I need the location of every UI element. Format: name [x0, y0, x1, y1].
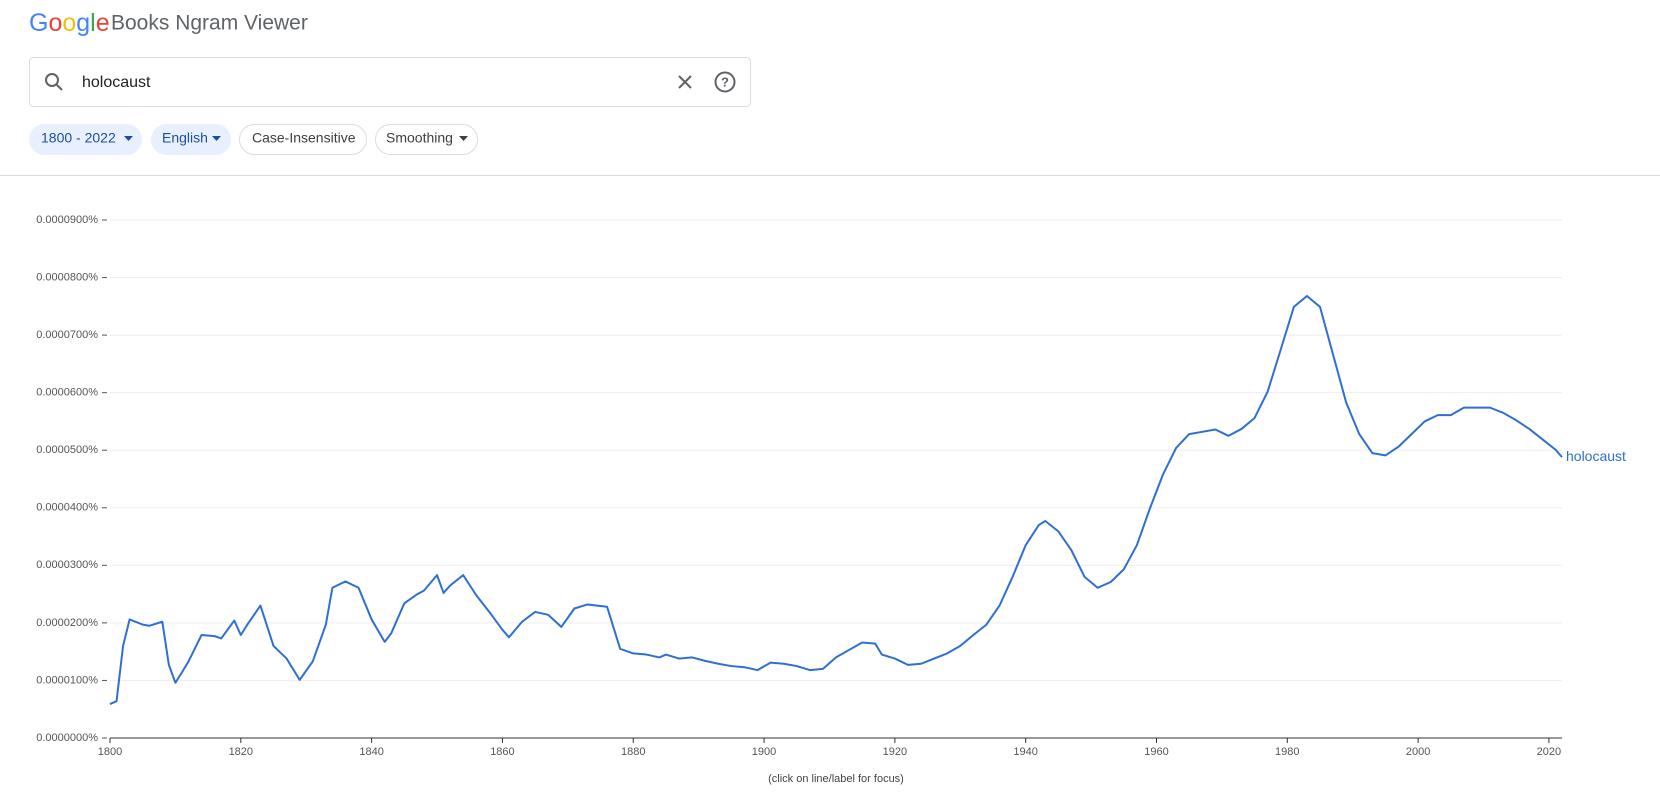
dropdown-arrow: [124, 136, 133, 141]
help-button[interactable]: ?: [714, 71, 736, 93]
x-tick-label: 1960: [1144, 746, 1168, 758]
series-label: holocaust: [1566, 448, 1626, 464]
dropdown-arrow: [459, 136, 468, 141]
y-tick-label: 0.0000700%: [36, 329, 98, 341]
search-icon: [45, 73, 63, 91]
series-line: [109, 294, 1563, 705]
google-logo: Google: [29, 9, 110, 37]
x-tick-label: 1860: [490, 746, 514, 758]
x-tick-label: 1980: [1275, 746, 1299, 758]
x-tick-label: 2000: [1406, 746, 1430, 758]
chip-label[interactable]: 1800 - 2022: [41, 130, 116, 146]
x-tick-label: 1900: [752, 746, 776, 758]
app-title: Books Ngram Viewer: [111, 12, 308, 35]
chip-label[interactable]: English: [162, 130, 208, 146]
svg-text:?: ?: [721, 74, 729, 89]
y-tick-label: 0.0000900%: [36, 214, 98, 226]
chip-bg[interactable]: [375, 124, 478, 155]
clear-button[interactable]: [678, 75, 692, 89]
dropdown-arrow: [212, 136, 221, 141]
search-field[interactable]: [29, 57, 751, 107]
y-tick-label: 0.0000000%: [36, 732, 98, 744]
y-tick-label: 0.0000600%: [36, 387, 98, 399]
chip-bg[interactable]: [151, 124, 231, 155]
x-tick-label: 1920: [883, 746, 907, 758]
y-tick-label: 0.0000100%: [36, 674, 98, 686]
chip[interactable]: Smoothing: [375, 124, 478, 155]
x-tick-label: 1800: [98, 746, 122, 758]
x-tick-label: 1880: [621, 746, 645, 758]
x-tick-label: 1820: [229, 746, 253, 758]
search-query[interactable]: holocaust: [82, 74, 151, 91]
chip-bg[interactable]: [29, 124, 142, 155]
chip-label[interactable]: Case-Insensitive: [252, 130, 356, 146]
y-tick-label: 0.0000200%: [36, 617, 98, 629]
y-tick-label: 0.0000400%: [36, 502, 98, 514]
chip[interactable]: Case-Insensitive: [239, 124, 367, 155]
chip[interactable]: English: [151, 124, 231, 155]
chip-label[interactable]: Smoothing: [386, 130, 453, 146]
search-box[interactable]: holocaust ?: [29, 57, 751, 107]
x-tick-label: 2020: [1537, 746, 1561, 758]
chart: 0.0000000% 0.0000100% 0.0000200% 0.0000300%…: [36, 214, 1626, 758]
x-tick-label: 1940: [1013, 746, 1037, 758]
footnote: (click on line/label for focus): [768, 773, 904, 785]
chip-bg[interactable]: [239, 124, 367, 155]
y-tick-label: 0.0000500%: [36, 444, 98, 456]
x-tick-label: 1840: [359, 746, 383, 758]
y-tick-label: 0.0000800%: [36, 271, 98, 283]
y-tick-label: 0.0000300%: [36, 559, 98, 571]
chip[interactable]: 1800 - 2022: [29, 124, 142, 155]
